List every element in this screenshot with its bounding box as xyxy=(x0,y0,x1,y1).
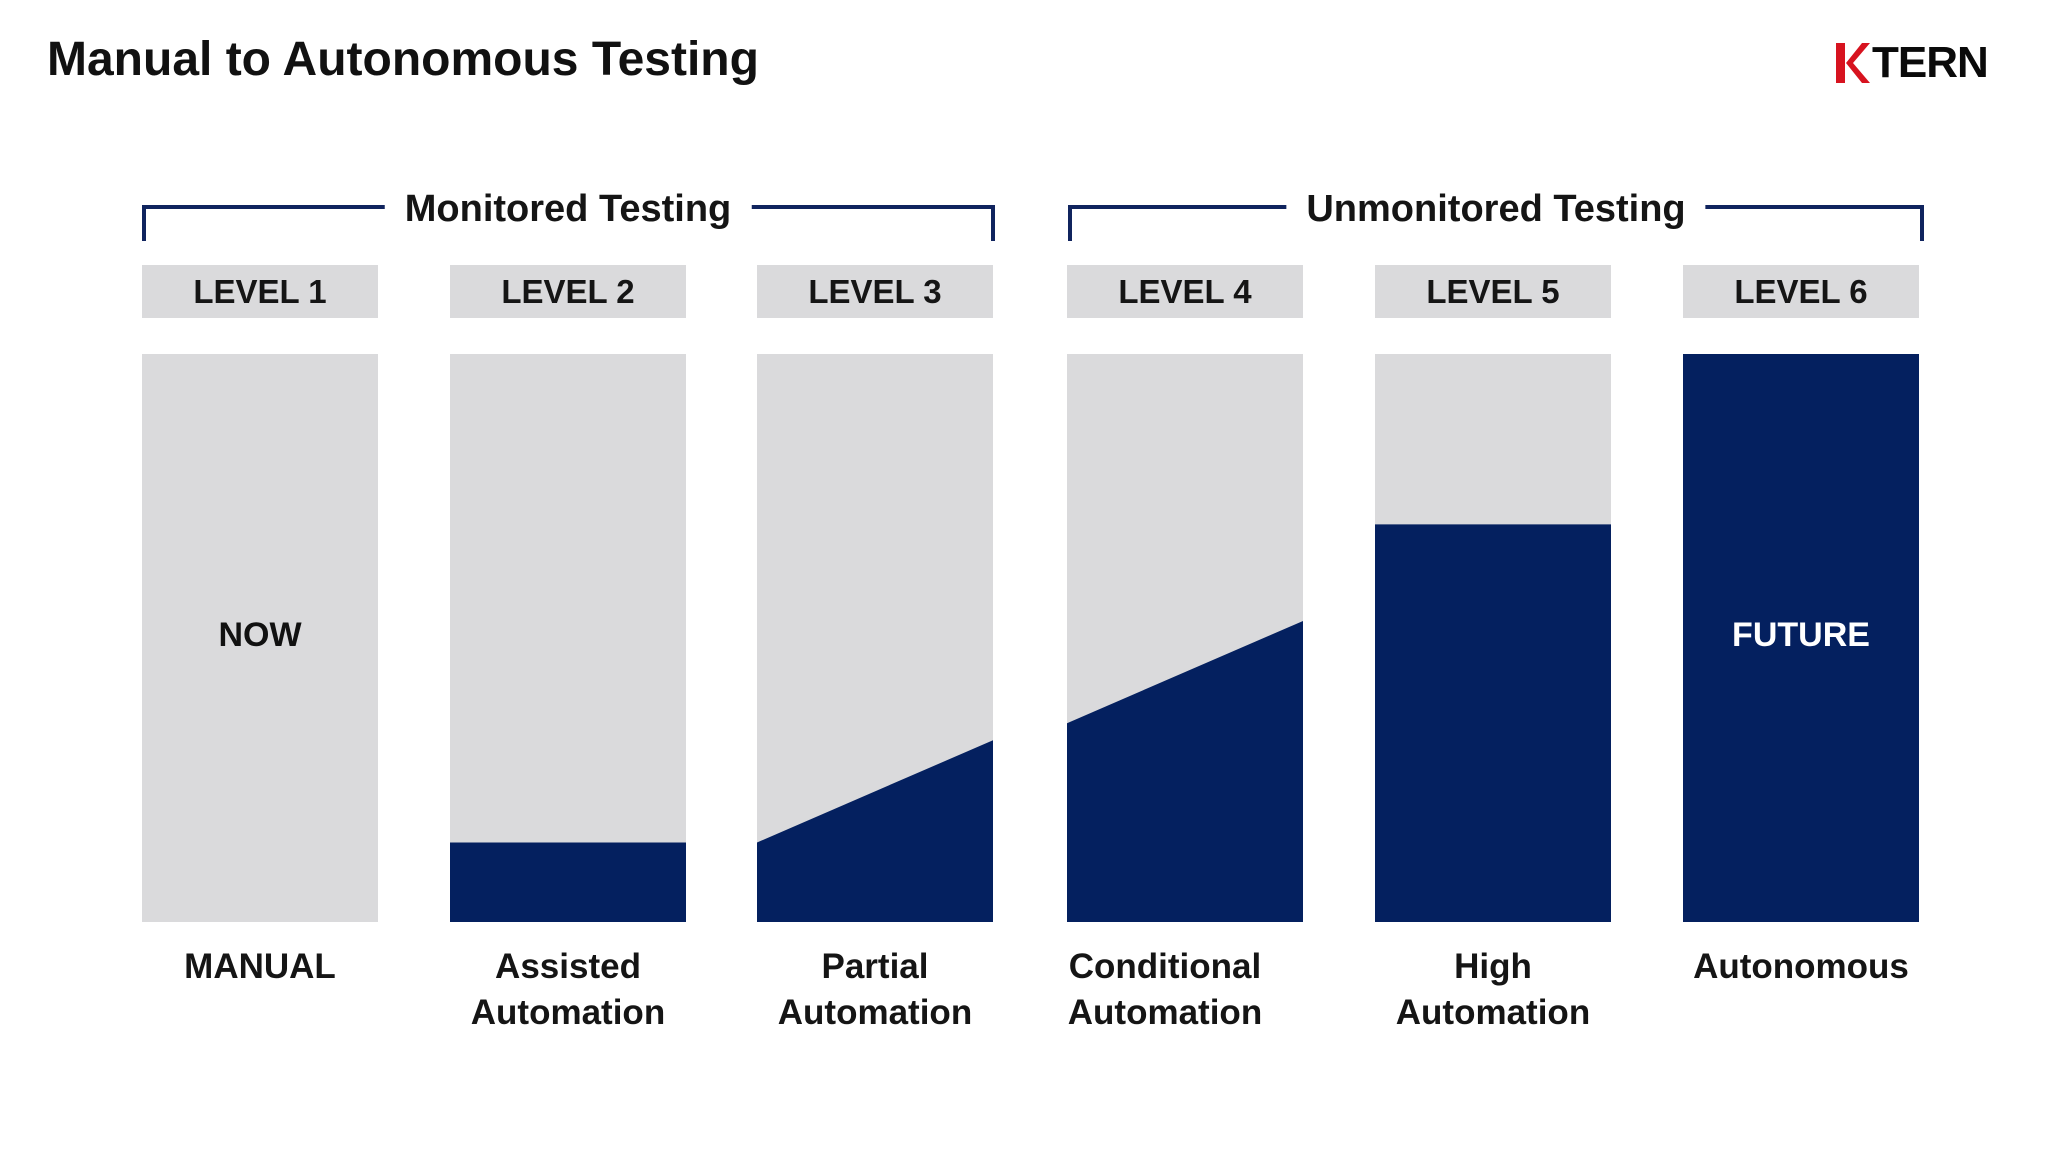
monitored-testing-label: Monitored Testing xyxy=(384,184,752,234)
automation-area xyxy=(1067,620,1303,922)
level-2-tab: LEVEL 2 xyxy=(450,265,686,318)
logo-text: TERN xyxy=(1872,38,1989,87)
caption-line: Autonomous xyxy=(1693,947,1909,986)
caption-line: Automation xyxy=(1067,993,1263,1032)
level-2-bar xyxy=(450,354,686,922)
caption-line: Automation xyxy=(470,993,666,1032)
level-3-caption: Partial Automation xyxy=(745,944,1005,1036)
level-3-bar xyxy=(757,354,993,922)
level-6-automation-fill xyxy=(1683,354,1919,922)
level-5-tab: LEVEL 5 xyxy=(1375,265,1611,318)
level-6-tab: LEVEL 6 xyxy=(1683,265,1919,318)
caption-line: Conditional xyxy=(1068,947,1262,986)
automation-area xyxy=(450,842,686,922)
level-1-tab: LEVEL 1 xyxy=(142,265,378,318)
caption-line: Partial xyxy=(821,947,929,986)
level-4-bar xyxy=(1067,354,1303,922)
level-3-automation-fill xyxy=(757,740,993,922)
future-label: FUTURE xyxy=(1732,616,1870,654)
level-5-bar xyxy=(1375,354,1611,922)
level-2-automation-fill xyxy=(450,842,686,922)
level-4-caption: Conditional Automation xyxy=(1035,944,1295,1036)
k-logo-mark-icon xyxy=(1836,43,1870,83)
unmonitored-testing-label: Unmonitored Testing xyxy=(1286,184,1706,234)
ktern-logo: TERN xyxy=(1836,38,1989,88)
caption-line: Automation xyxy=(777,993,973,1032)
level-6-caption: Autonomous xyxy=(1671,944,1931,990)
automation-area xyxy=(757,740,993,922)
level-2-caption: Assisted Automation xyxy=(438,944,698,1036)
level-1-caption: MANUAL xyxy=(130,944,390,990)
now-label: NOW xyxy=(218,616,302,654)
automation-area xyxy=(1683,354,1919,922)
level-3-tab: LEVEL 3 xyxy=(757,265,993,318)
level-4-tab: LEVEL 4 xyxy=(1067,265,1303,318)
level-5-automation-fill xyxy=(1375,524,1611,922)
level-4-automation-fill xyxy=(1067,620,1303,922)
automation-area xyxy=(1375,524,1611,922)
level-6-bar: FUTURE xyxy=(1683,354,1919,922)
level-1-bar: NOW xyxy=(142,354,378,922)
caption-line: High xyxy=(1454,947,1532,986)
caption-line: Automation xyxy=(1395,993,1591,1032)
page-title: Manual to Autonomous Testing xyxy=(47,33,759,86)
level-5-caption: High Automation xyxy=(1363,944,1623,1036)
caption-line: Assisted xyxy=(495,947,641,986)
caption-line: MANUAL xyxy=(184,947,336,986)
